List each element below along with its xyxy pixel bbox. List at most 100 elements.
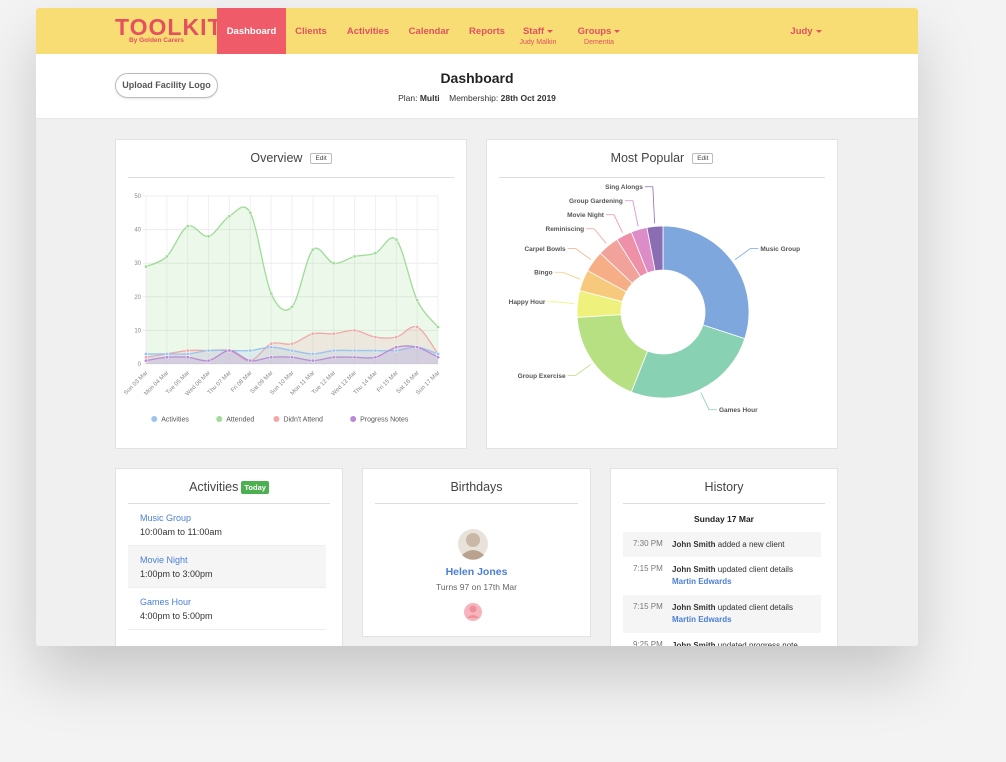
data-point: [436, 355, 440, 360]
slice-label: Happy Hour: [509, 299, 546, 306]
user-name: Judy: [790, 26, 813, 37]
data-point: [373, 251, 378, 256]
user-menu[interactable]: Judy: [786, 8, 826, 54]
leader-line: [567, 248, 592, 261]
area-fill: [146, 345, 438, 364]
nav-label: Groups: [577, 26, 612, 37]
activity-row[interactable]: Movie Night 1:00pm to 3:00pm: [128, 546, 326, 588]
activity-row[interactable]: Games Hour 4:00pm to 5:00pm: [128, 588, 326, 630]
nav-label: Clients: [295, 26, 327, 37]
leader-line: [586, 228, 607, 244]
data-point: [436, 325, 440, 329]
history-action: added a new client: [717, 540, 785, 549]
nav-label: Activities: [346, 26, 390, 37]
activity-row[interactable]: Music Group 10:00am to 11:00am: [128, 504, 326, 546]
nav-item[interactable]: Reports: [460, 8, 514, 54]
card-title: Birthdays: [450, 480, 503, 494]
data-point: [144, 264, 148, 269]
data-point: [310, 331, 315, 336]
popular-card: Most Popular Edit Music Group Games Hour Gr…: [486, 139, 838, 449]
birthday-name[interactable]: Helen Jones: [445, 566, 508, 578]
data-point: [290, 348, 294, 353]
leader-line: [644, 186, 656, 224]
data-point: [352, 348, 357, 353]
avatar-body: [462, 550, 484, 560]
nav-item[interactable]: Clients: [291, 8, 331, 54]
upload-logo-button[interactable]: Upload Facility Logo: [115, 73, 218, 98]
data-point: [331, 355, 336, 360]
leader-line: [547, 301, 575, 305]
history-client[interactable]: Martin Edwards: [672, 577, 732, 586]
nav-item[interactable]: Calendar: [402, 8, 456, 54]
data-point: [206, 358, 211, 363]
activity-name[interactable]: Movie Night: [140, 555, 188, 565]
data-point: [310, 351, 315, 356]
history-action: updated client details: [717, 565, 793, 574]
card-title: History: [704, 480, 744, 494]
data-point: [248, 348, 253, 353]
activities-card: Activities Today Music Group 10:00am to 11…: [115, 468, 343, 646]
y-tick-label: 40: [134, 228, 141, 234]
slice-label: Music Group: [760, 246, 800, 253]
history-user: John Smith: [672, 603, 716, 612]
history-time: 9:25 PM: [633, 640, 663, 646]
divider: [128, 177, 454, 178]
divider: [128, 503, 330, 504]
data-point: [415, 345, 420, 350]
nav-item[interactable]: Dashboard: [217, 8, 286, 54]
data-point: [206, 234, 211, 239]
divider: [499, 177, 825, 178]
data-point: [269, 341, 274, 346]
nav-label: Calendar: [408, 26, 450, 37]
activity-name[interactable]: Music Group: [140, 513, 192, 523]
data-point: [206, 348, 211, 353]
leader-line: [554, 271, 581, 280]
history-client[interactable]: Martin Edwards: [672, 615, 732, 624]
page-header: Upload Facility Logo Dashboard Plan: Mul…: [36, 54, 918, 119]
avatar-head: [469, 605, 477, 613]
logo[interactable]: TOOLKIT: [115, 14, 223, 40]
caret: [614, 29, 621, 33]
nav-item[interactable]: Activities: [341, 8, 395, 54]
data-point: [248, 210, 253, 215]
nav-sublabel: Judy Malkin: [519, 39, 557, 46]
data-point: [352, 355, 357, 360]
y-tick-label: 50: [134, 194, 141, 200]
nav-label: Dashboard: [226, 26, 277, 37]
membership-value: 28th Oct 2019: [500, 93, 556, 103]
caret: [547, 29, 554, 33]
chart-title: Overview: [250, 151, 303, 165]
edit-button[interactable]: Edit: [692, 153, 714, 165]
history-time: 7:15 PM: [633, 602, 663, 611]
activity-name[interactable]: Games Hour: [140, 597, 192, 607]
plan-line: Plan: Multi Membership: 28th Oct 2019: [36, 93, 918, 103]
data-point: [185, 348, 190, 353]
data-point: [415, 325, 420, 329]
nav-label-wrap: Reports: [460, 26, 514, 37]
history-user: John Smith: [672, 641, 716, 646]
slice-label: Sing Alongs: [605, 184, 643, 191]
nav-sublabel: Dementia: [584, 39, 614, 46]
history-row: 7:30 PM John Smith added a new client: [623, 532, 821, 557]
history-row: 7:15 PM John Smith updated client details…: [623, 595, 821, 633]
nav-item[interactable]: Groups Dementia: [571, 8, 627, 54]
data-point: [331, 261, 336, 266]
page-title: Dashboard: [440, 70, 514, 86]
data-point: [227, 348, 232, 353]
card-title: Overview Edit: [116, 151, 466, 165]
nav-label-wrap: Calendar: [402, 26, 456, 37]
nav-label: Staff: [522, 26, 545, 37]
legend-swatch: [273, 416, 280, 422]
nav-item[interactable]: Staff Judy Malkin: [513, 8, 563, 54]
data-point: [227, 214, 232, 219]
data-point: [144, 355, 148, 360]
edit-button[interactable]: Edit: [310, 153, 332, 165]
nav-label-wrap: Activities: [341, 26, 395, 37]
slice-label: Games Hour: [719, 407, 758, 414]
slice-label: Reminiscing: [546, 226, 585, 233]
activity-time: 1:00pm to 3:00pm: [140, 569, 213, 579]
plan-label: Plan:: [398, 93, 418, 103]
data-point: [144, 351, 148, 356]
history-date: Sunday 17 Mar: [694, 514, 754, 524]
slice-label: Bingo: [534, 270, 552, 277]
